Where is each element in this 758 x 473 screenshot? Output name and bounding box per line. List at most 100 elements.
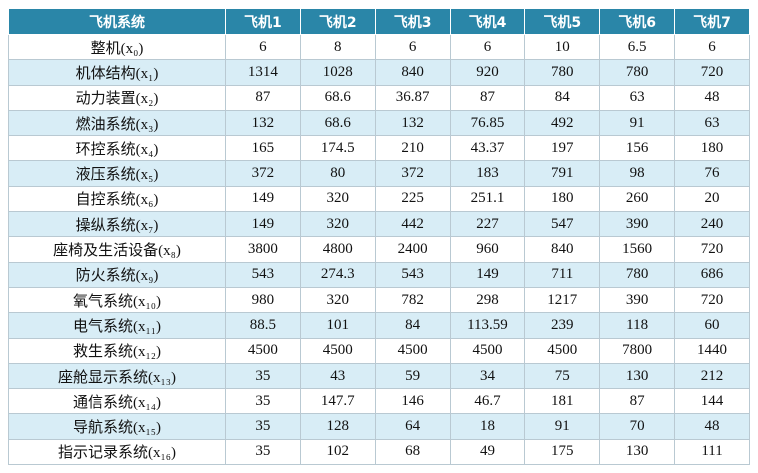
row-label: 机体结构(x₁): [8, 59, 226, 86]
value-cell: 101: [299, 312, 376, 339]
value-cell: 298: [449, 286, 526, 314]
value-cell: 920: [449, 59, 526, 86]
value-cell: 197: [524, 135, 601, 162]
value-cell: 6: [449, 33, 526, 61]
value-cell: 91: [599, 109, 676, 137]
value-cell: 372: [225, 160, 301, 187]
value-cell: 686: [674, 261, 750, 288]
value-cell: 149: [225, 211, 301, 238]
value-cell: 840: [374, 59, 451, 86]
value-cell: 212: [674, 362, 750, 390]
table-row: 整机(x₀) 6 8 6 6 10 6.5 6: [8, 33, 750, 61]
row-label: 通信系统(x₁₄): [8, 388, 226, 415]
value-cell: 181: [524, 388, 601, 415]
value-cell: 43.37: [449, 135, 526, 162]
value-cell: 80: [299, 160, 376, 187]
value-cell: 1560: [599, 236, 676, 263]
row-label: 指示记录系统(x₁₆): [8, 438, 226, 466]
value-cell: 18: [449, 413, 526, 440]
value-cell: 68: [374, 438, 451, 466]
value-cell: 960: [449, 236, 526, 263]
row-label: 环控系统(x₄): [8, 135, 226, 162]
value-cell: 84: [524, 84, 601, 111]
table-row: 导航系统(x₁₅) 35 128 64 18 91 70 48: [8, 413, 750, 440]
value-cell: 4500: [449, 337, 526, 364]
value-cell: 87: [225, 84, 301, 111]
value-cell: 6.5: [599, 33, 676, 61]
row-label: 自控系统(x₆): [8, 185, 226, 213]
value-cell: 84: [374, 312, 451, 339]
value-cell: 68.6: [299, 109, 376, 137]
value-cell: 59: [374, 362, 451, 390]
value-cell: 156: [599, 135, 676, 162]
row-label: 防火系统(x₉): [8, 261, 226, 288]
value-cell: 35: [225, 362, 301, 390]
value-cell: 75: [524, 362, 601, 390]
value-cell: 111: [674, 438, 750, 466]
value-cell: 35: [225, 388, 301, 415]
value-cell: 132: [225, 109, 301, 137]
value-cell: 34: [449, 362, 526, 390]
value-cell: 780: [599, 59, 676, 86]
value-cell: 76.85: [449, 109, 526, 137]
value-cell: 274.3: [299, 261, 376, 288]
value-cell: 130: [599, 438, 676, 466]
row-label: 电气系统(x₁₁): [8, 312, 226, 339]
value-cell: 180: [674, 135, 750, 162]
row-label: 燃油系统(x₃): [8, 109, 226, 137]
value-cell: 46.7: [449, 388, 526, 415]
header-cell: 飞机系统: [8, 8, 226, 35]
value-cell: 146: [374, 388, 451, 415]
value-cell: 63: [674, 109, 750, 137]
value-cell: 48: [674, 413, 750, 440]
value-cell: 251.1: [449, 185, 526, 213]
value-cell: 720: [674, 236, 750, 263]
value-cell: 6: [674, 33, 750, 61]
value-cell: 20: [674, 185, 750, 213]
value-cell: 175: [524, 438, 601, 466]
value-cell: 98: [599, 160, 676, 187]
value-cell: 43: [299, 362, 376, 390]
value-cell: 149: [225, 185, 301, 213]
value-cell: 36.87: [374, 84, 451, 111]
header-cell: 飞机7: [674, 8, 750, 35]
value-cell: 183: [449, 160, 526, 187]
value-cell: 76: [674, 160, 750, 187]
value-cell: 390: [599, 211, 676, 238]
header-cell: 飞机1: [225, 8, 301, 35]
row-label: 座舱显示系统(x₁₃): [8, 362, 226, 390]
value-cell: 102: [299, 438, 376, 466]
value-cell: 165: [225, 135, 301, 162]
value-cell: 1440: [674, 337, 750, 364]
table-row: 座舱显示系统(x₁₃) 35 43 59 34 75 130 212: [8, 362, 750, 390]
value-cell: 840: [524, 236, 601, 263]
value-cell: 147.7: [299, 388, 376, 415]
value-cell: 6: [374, 33, 451, 61]
row-label: 座椅及生活设备(x₈): [8, 236, 226, 263]
value-cell: 547: [524, 211, 601, 238]
value-cell: 720: [674, 286, 750, 314]
value-cell: 1028: [299, 59, 376, 86]
value-cell: 239: [524, 312, 601, 339]
value-cell: 543: [374, 261, 451, 288]
value-cell: 4800: [299, 236, 376, 263]
value-cell: 711: [524, 261, 601, 288]
table-row: 氧气系统(x₁₀) 980 320 782 298 1217 390 720: [8, 286, 750, 314]
value-cell: 132: [374, 109, 451, 137]
value-cell: 372: [374, 160, 451, 187]
value-cell: 180: [524, 185, 601, 213]
table-row: 救生系统(x₁₂) 4500 4500 4500 4500 4500 7800 1440: [8, 337, 750, 364]
value-cell: 4500: [524, 337, 601, 364]
value-cell: 6: [225, 33, 301, 61]
value-cell: 118: [599, 312, 676, 339]
header-cell: 飞机2: [299, 8, 376, 35]
header-row: 飞机系统 飞机1 飞机2 飞机3 飞机4 飞机5 飞机6 飞机7: [8, 8, 750, 35]
value-cell: 225: [374, 185, 451, 213]
table-row: 液压系统(x₅) 372 80 372 183 791 98 76: [8, 160, 750, 187]
value-cell: 320: [299, 185, 376, 213]
value-cell: 174.5: [299, 135, 376, 162]
table-row: 动力装置(x₂) 87 68.6 36.87 87 84 63 48: [8, 84, 750, 111]
value-cell: 149: [449, 261, 526, 288]
table-row: 操纵系统(x₇) 149 320 442 227 547 390 240: [8, 211, 750, 238]
